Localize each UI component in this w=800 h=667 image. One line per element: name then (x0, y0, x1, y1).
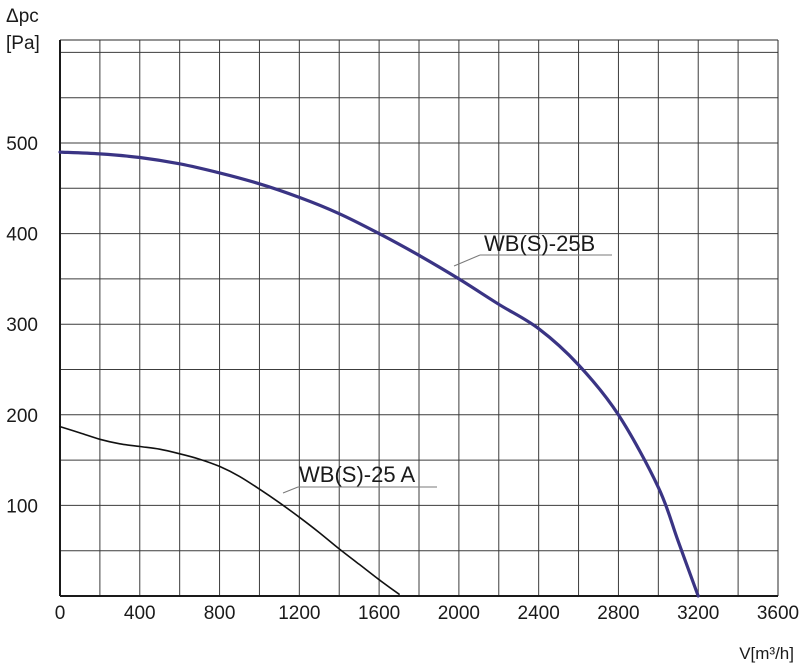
x-tick-label: 3200 (677, 603, 719, 624)
y-axis-label-line2: [Pa] (6, 33, 40, 54)
series-a-leader-line (282, 486, 299, 494)
y-tick-label: 100 (6, 496, 38, 517)
y-tick-label: 500 (6, 134, 38, 155)
x-axis-label: V[m³/h] (739, 644, 794, 663)
y-tick-label: 200 (6, 406, 38, 427)
series-b-label: WB(S)-25B (484, 231, 595, 256)
y-tick-label: 300 (6, 315, 38, 336)
y-tick-label: 400 (6, 225, 38, 246)
x-tick-label: 2400 (518, 603, 560, 624)
chart-ticks: 0 400 800 1200 1600 2000 2400 2800 3200 3600 100 20… (6, 134, 799, 624)
x-tick-label: 2000 (438, 603, 480, 624)
chart-curves (58, 150, 700, 598)
x-tick-label: 800 (204, 603, 236, 624)
x-tick-label: 3600 (757, 603, 799, 624)
x-tick-label: 400 (124, 603, 156, 624)
series-wbs-25b-line (58, 150, 700, 598)
y-axis-label-line1: Δpc (6, 6, 39, 27)
x-tick-label: 1600 (358, 603, 400, 624)
x-tick-label: 1200 (278, 603, 320, 624)
x-tick-label: 0 (55, 603, 66, 624)
chart-grid (59, 39, 779, 597)
x-tick-label: 2800 (597, 603, 639, 624)
series-b-leader-line (453, 254, 481, 267)
series-a-label: WB(S)-25 A (299, 462, 415, 487)
series-wbs-25a-line (59, 425, 400, 595)
